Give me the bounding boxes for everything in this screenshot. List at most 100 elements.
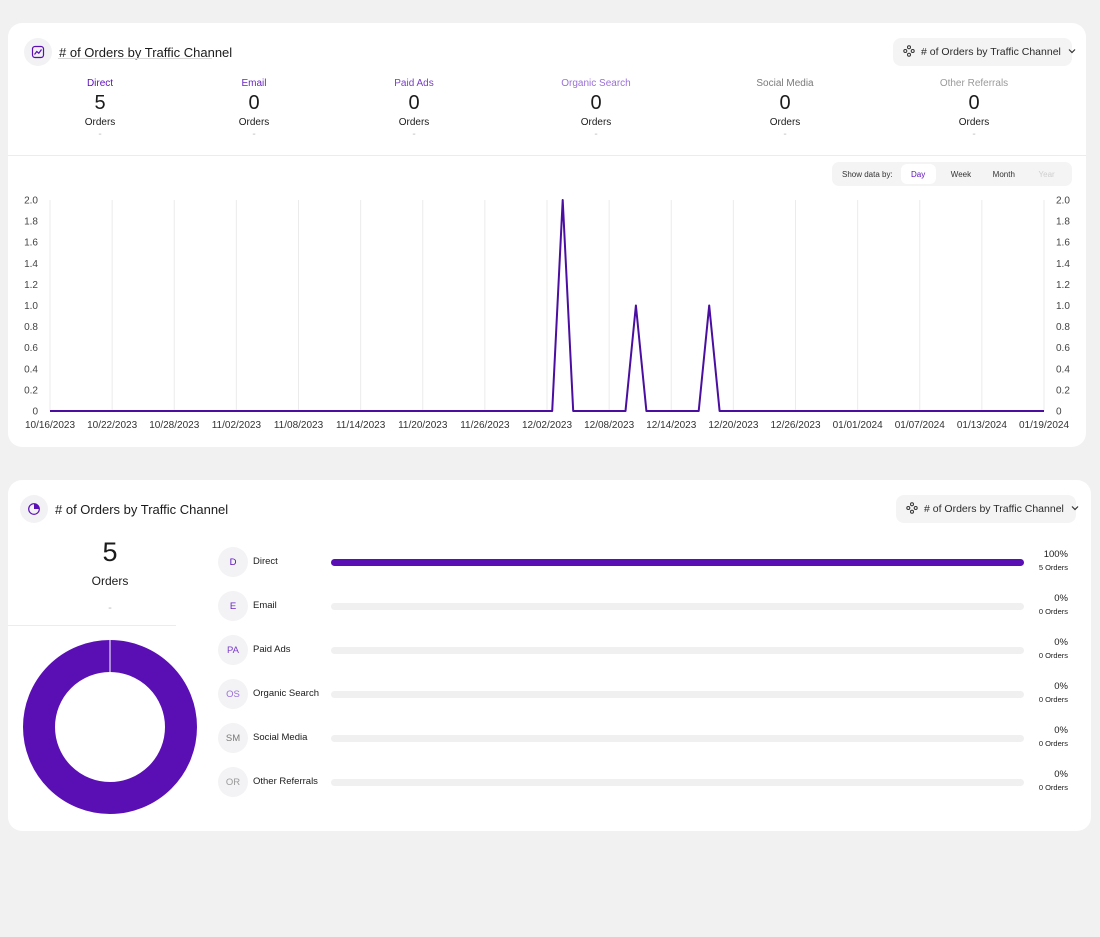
x-tick-label: 01/19/2024 xyxy=(1019,420,1069,431)
stat-social-media: Social Media 0 Orders - xyxy=(705,77,865,140)
orders-series-line xyxy=(50,199,1044,412)
y-tick-label-right: 1.8 xyxy=(1056,217,1070,228)
metric-dropdown-label: # of Orders by Traffic Channel xyxy=(924,503,1064,515)
y-tick-label-left: 2.0 xyxy=(24,196,38,207)
chevron-down-icon xyxy=(1070,503,1080,516)
channel-count: 5 Orders xyxy=(1038,563,1068,572)
tab-year: Year xyxy=(1038,169,1055,179)
stat-delta: - xyxy=(412,129,416,140)
stat-email: Email 0 Orders - xyxy=(174,77,334,140)
channel-count: 0 Orders xyxy=(1038,695,1068,704)
channel-count: 0 Orders xyxy=(1038,651,1068,660)
y-tick-label-right: 1.4 xyxy=(1056,259,1070,270)
stat-paid-ads: Paid Ads 0 Orders - xyxy=(334,77,494,140)
stat-unit: Orders xyxy=(769,117,801,128)
card-title: # of Orders by Traffic Channel xyxy=(55,502,229,517)
channel-row-direct: D Direct 100% 5 Orders xyxy=(218,547,1080,577)
x-tick-label: 10/16/2023 xyxy=(25,420,75,431)
y-tick-label-left: 0.6 xyxy=(24,343,38,354)
tab-month[interactable]: Month xyxy=(992,169,1015,179)
tab-day[interactable]: Day xyxy=(900,164,936,184)
y-tick-label-left: 0.8 xyxy=(24,322,38,333)
stat-delta: - xyxy=(252,129,256,140)
show-data-by-label: Show data by: xyxy=(842,169,893,179)
x-tick-label: 12/20/2023 xyxy=(708,420,758,431)
stat-label: Organic Search xyxy=(561,78,631,89)
chevron-down-icon xyxy=(1067,46,1077,59)
y-tick-label-right: 0.6 xyxy=(1056,343,1070,354)
channel-name: Direct xyxy=(253,556,278,567)
line-chart-icon xyxy=(24,38,52,66)
data-point xyxy=(561,199,564,201)
y-tick-label-left: 1.8 xyxy=(24,217,38,228)
channel-percent: 0% xyxy=(1054,769,1068,780)
channel-row-organic-search: OS Organic Search 0% 0 Orders xyxy=(218,679,1080,709)
stat-unit: Orders xyxy=(398,117,430,128)
stat-delta: - xyxy=(98,129,102,140)
data-point xyxy=(635,304,637,307)
orders-line-chart-card: # of Orders by Traffic Channel # of Orde… xyxy=(8,23,1086,447)
x-tick-label: 12/26/2023 xyxy=(770,420,820,431)
channel-percent: 0% xyxy=(1054,593,1068,604)
y-tick-label-left: 1.4 xyxy=(24,259,38,270)
channel-percent: 0% xyxy=(1054,725,1068,736)
y-tick-label-left: 0.2 xyxy=(24,385,38,396)
channel-progress-track xyxy=(331,603,1024,610)
stat-label: Paid Ads xyxy=(394,78,434,89)
y-tick-label-right: 1.2 xyxy=(1056,280,1070,291)
channel-count: 0 Orders xyxy=(1038,739,1068,748)
stat-unit: Orders xyxy=(958,117,990,128)
stat-delta: - xyxy=(783,129,787,140)
metric-dropdown[interactable]: # of Orders by Traffic Channel xyxy=(893,38,1076,66)
stat-unit: Orders xyxy=(580,117,612,128)
channel-name: Paid Ads xyxy=(253,644,291,655)
y-tick-label-left: 1.0 xyxy=(24,301,38,312)
y-tick-label-right: 0.2 xyxy=(1056,385,1070,396)
stat-unit: Orders xyxy=(238,117,270,128)
channel-badge: E xyxy=(218,591,248,621)
metric-dropdown[interactable]: # of Orders by Traffic Channel xyxy=(896,495,1079,523)
y-tick-label-left: 0.4 xyxy=(24,364,38,375)
x-tick-label: 01/07/2024 xyxy=(895,420,945,431)
metric-dropdown-label: # of Orders by Traffic Channel xyxy=(921,46,1061,58)
stat-label: Other Referrals xyxy=(939,78,1009,89)
channel-percent: 0% xyxy=(1054,637,1068,648)
orders-line-chart: 10/16/2023 10/22/2023 10/28/2023 11/02/2023… xyxy=(24,196,1070,432)
tab-week[interactable]: Week xyxy=(950,169,972,179)
channel-name: Organic Search xyxy=(253,688,320,699)
orders-donut-chart xyxy=(23,640,197,814)
channel-progress-track xyxy=(331,779,1024,786)
y-tick-label-left: 1.2 xyxy=(24,280,38,291)
stat-organic-search: Organic Search 0 Orders - xyxy=(516,77,676,140)
donut-slice xyxy=(23,640,197,814)
channel-name: Social Media xyxy=(253,732,308,743)
x-tick-label: 11/14/2023 xyxy=(336,420,386,431)
stat-value: 0 xyxy=(408,92,420,114)
y-tick-label-right: 2.0 xyxy=(1056,196,1070,207)
channel-progress-fill xyxy=(331,559,1024,566)
card-title: # of Orders by Traffic Channel xyxy=(59,45,233,60)
data-point xyxy=(708,304,710,307)
stat-direct: Direct 5 Orders - xyxy=(20,77,180,140)
stats-divider xyxy=(8,155,1086,156)
y-tick-label-right: 0.8 xyxy=(1056,322,1070,333)
y-tick-label-right: 1.0 xyxy=(1056,301,1070,312)
channel-badge: OS xyxy=(218,679,248,709)
x-tick-label: 10/22/2023 xyxy=(87,420,137,431)
stat-label: Email xyxy=(241,78,267,89)
channel-progress-track xyxy=(331,691,1024,698)
x-tick-label: 11/26/2023 xyxy=(460,420,510,431)
channel-badge: D xyxy=(218,547,248,577)
total-orders-unit: Orders xyxy=(91,574,129,588)
total-orders-delta: - xyxy=(108,602,112,614)
x-tick-label: 12/02/2023 xyxy=(522,420,572,431)
x-tick-label: 10/28/2023 xyxy=(149,420,199,431)
channel-badge: PA xyxy=(218,635,248,665)
stat-other-referrals: Other Referrals 0 Orders - xyxy=(894,77,1054,140)
x-tick-label: 11/02/2023 xyxy=(212,420,262,431)
y-tick-label-right: 1.6 xyxy=(1056,238,1070,249)
stat-value: 5 xyxy=(94,92,106,114)
channel-progress-track xyxy=(331,647,1024,654)
x-tick-label: 11/08/2023 xyxy=(274,420,324,431)
y-tick-label-right: 0 xyxy=(1056,407,1062,418)
